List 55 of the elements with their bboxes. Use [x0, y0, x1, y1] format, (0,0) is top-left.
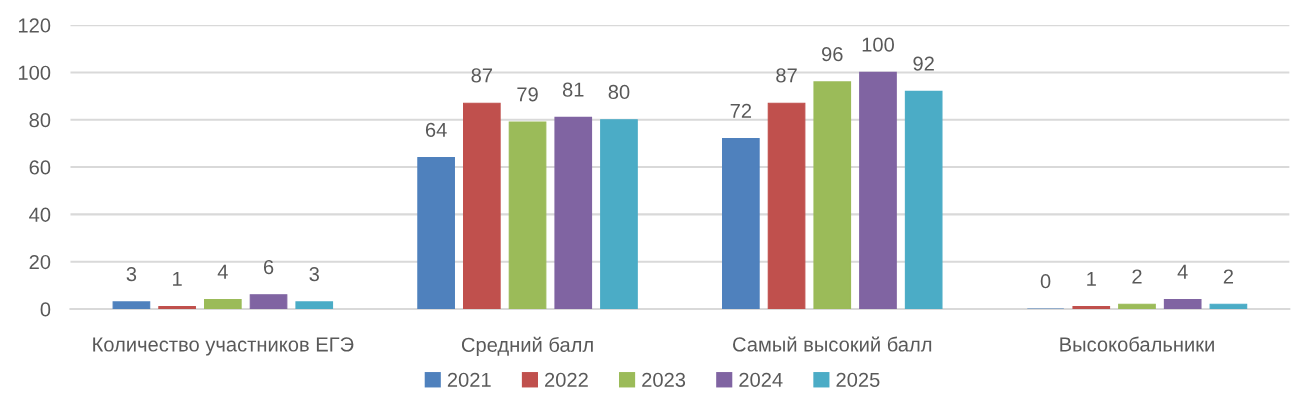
data-label: 3	[309, 267, 319, 282]
data-label: 1	[1087, 271, 1096, 286]
bar	[1163, 298, 1202, 310]
data-label: 96	[822, 46, 843, 62]
data-label: 80	[608, 84, 630, 100]
data-label: 100	[862, 37, 894, 52]
y-tick-label: 0	[40, 302, 51, 317]
data-label: 87	[776, 68, 797, 83]
y-tick-label: 80	[29, 112, 51, 128]
legend-label: 2021	[447, 372, 491, 387]
data-label: 3	[126, 267, 137, 282]
data-label: 4	[217, 264, 228, 279]
bar	[112, 301, 151, 310]
legend-label: 2025	[836, 372, 880, 387]
bar	[203, 298, 242, 310]
bar	[463, 102, 501, 310]
bar	[508, 121, 547, 310]
bar	[1209, 303, 1248, 310]
bar	[767, 102, 806, 310]
y-tick-label: 20	[29, 254, 51, 270]
bar	[1072, 306, 1111, 310]
x-tick-label: Количество участников ЕГЭ	[93, 337, 354, 356]
bar	[249, 294, 288, 310]
data-label: 0	[1040, 274, 1051, 289]
legend-label: 2023	[642, 372, 686, 387]
data-label: 64	[425, 122, 447, 137]
data-label: 81	[562, 82, 584, 97]
y-tick-label: 100	[18, 65, 51, 80]
bar	[295, 301, 334, 310]
data-label: 92	[913, 56, 934, 71]
legend-label: 2024	[739, 372, 783, 387]
data-label: 2	[1132, 269, 1142, 284]
data-label: 87	[471, 68, 493, 83]
y-tick-label: 60	[29, 160, 51, 175]
x-tick-label: Самый высокий балл	[733, 336, 932, 352]
bar	[158, 306, 196, 310]
data-label: 2	[1223, 269, 1233, 284]
bar	[554, 116, 593, 310]
y-tick-label: 40	[29, 207, 51, 222]
legend-label: 2022	[545, 372, 588, 387]
bar	[417, 157, 455, 310]
bar	[600, 119, 638, 310]
bar	[722, 138, 760, 310]
bar	[1118, 303, 1156, 310]
y-tick-label: 120	[18, 18, 51, 33]
data-label: 79	[517, 87, 538, 102]
data-label: 6	[263, 259, 274, 275]
data-label: 4	[1177, 264, 1188, 279]
bar	[813, 81, 852, 310]
x-tick-label: Средний балл	[461, 336, 593, 356]
x-tick-label: Высокобальники	[1060, 336, 1214, 352]
bar	[904, 90, 943, 310]
data-label: 72	[730, 103, 752, 118]
bar	[859, 71, 897, 310]
data-label: 1	[173, 271, 182, 286]
